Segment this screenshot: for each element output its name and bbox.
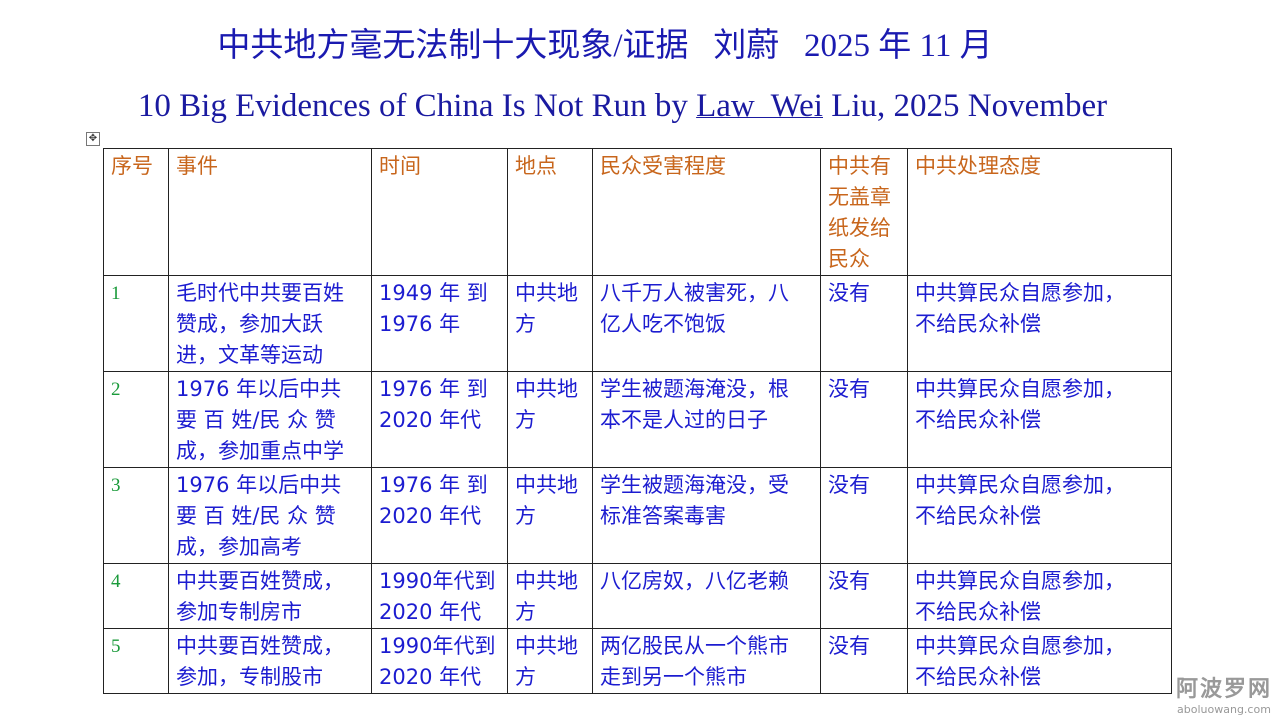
cell-place: 中共地 方 [507,371,593,468]
cell-attitude: 中共算民众自愿参加， 不给民众补偿 [907,467,1172,564]
cell-document: 没有 [820,275,908,372]
header-cell: 事件 [168,148,372,276]
cell-number: 4 [103,563,169,629]
table-move-handle-icon[interactable]: ✥ [86,132,100,146]
title-english: 10 Big Evidences of China Is Not Run by … [0,88,1245,125]
cell-event: 1976 年以后中共 要 百 姓/民 众 赞 成，参加重点中学 [168,371,372,468]
cell-time: 1976 年 到 2020 年代 [371,467,508,564]
cell-event: 中共要百姓赞成， 参加专制房市 [168,563,372,629]
cell-document: 没有 [820,628,908,694]
header-cell: 中共处理态度 [907,148,1172,276]
cell-attitude: 中共算民众自愿参加， 不给民众补偿 [907,563,1172,629]
cell-place: 中共地 方 [507,563,593,629]
header-cell: 中共有 无盖章 纸发给 民众 [820,148,908,276]
cell-harm: 学生被题海淹没，受 标准答案毒害 [592,467,821,564]
table-row: 2 1976 年以后中共 要 百 姓/民 众 赞 成，参加重点中学 1976 年… [103,371,1172,468]
cell-number: 3 [103,467,169,564]
header-cell: 时间 [371,148,508,276]
cell-attitude: 中共算民众自愿参加， 不给民众补偿 [907,371,1172,468]
cell-time: 1976 年 到 2020 年代 [371,371,508,468]
evidence-table: 序号 事件 时间 地点 民众受害程度 中共有 无盖章 纸发给 民众 中共处理态度… [103,148,1172,694]
table-row: 1 毛时代中共要百姓 赞成，参加大跃 进，文革等运动 1949 年 到 1976… [103,275,1172,372]
table-row: 5 中共要百姓赞成， 参加，专制股市 1990年代到 2020 年代 中共地 方… [103,628,1172,694]
cell-time: 1990年代到 2020 年代 [371,563,508,629]
watermark: 阿波罗网 aboluowang.com [1176,671,1272,716]
cell-harm: 八千万人被害死，八 亿人吃不饱饭 [592,275,821,372]
cell-event: 中共要百姓赞成， 参加，专制股市 [168,628,372,694]
title-chinese: 中共地方毫无法制十大现象/证据 刘蔚 2025 年 11 月 [217,28,993,64]
title-english-end: Liu, 2025 November [822,88,1108,124]
cell-place: 中共地 方 [507,628,593,694]
cell-event: 毛时代中共要百姓 赞成，参加大跃 进，文革等运动 [168,275,372,372]
cell-time: 1949 年 到 1976 年 [371,275,508,372]
header-cell: 民众受害程度 [592,148,821,276]
cell-document: 没有 [820,563,908,629]
title-english-link: Law Wei [696,88,823,124]
cell-time: 1990年代到 2020 年代 [371,628,508,694]
cell-harm: 学生被题海淹没，根 本不是人过的日子 [592,371,821,468]
cell-place: 中共地 方 [507,275,593,372]
cell-harm: 两亿股民从一个熊市 走到另一个熊市 [592,628,821,694]
cell-number: 1 [103,275,169,372]
cell-number: 2 [103,371,169,468]
watermark-url: aboluowang.com [1177,703,1271,716]
watermark-logo: 阿波罗网 [1175,677,1272,702]
cell-document: 没有 [820,467,908,564]
header-cell: 地点 [507,148,593,276]
table-header-row: 序号 事件 时间 地点 民众受害程度 中共有 无盖章 纸发给 民众 中共处理态度 [103,148,1172,276]
cell-attitude: 中共算民众自愿参加， 不给民众补偿 [907,275,1172,372]
cell-place: 中共地 方 [507,467,593,564]
cell-attitude: 中共算民众自愿参加， 不给民众补偿 [907,628,1172,694]
header-cell: 序号 [103,148,169,276]
table-row: 4 中共要百姓赞成， 参加专制房市 1990年代到 2020 年代 中共地 方 … [103,563,1172,629]
cell-document: 没有 [820,371,908,468]
cell-number: 5 [103,628,169,694]
cell-harm: 八亿房奴，八亿老赖 [592,563,821,629]
cell-event: 1976 年以后中共 要 百 姓/民 众 赞 成，参加高考 [168,467,372,564]
table-row: 3 1976 年以后中共 要 百 姓/民 众 赞 成，参加高考 1976 年 到… [103,467,1172,564]
title-english-start: 10 Big Evidences of China Is Not Run by [137,88,697,124]
